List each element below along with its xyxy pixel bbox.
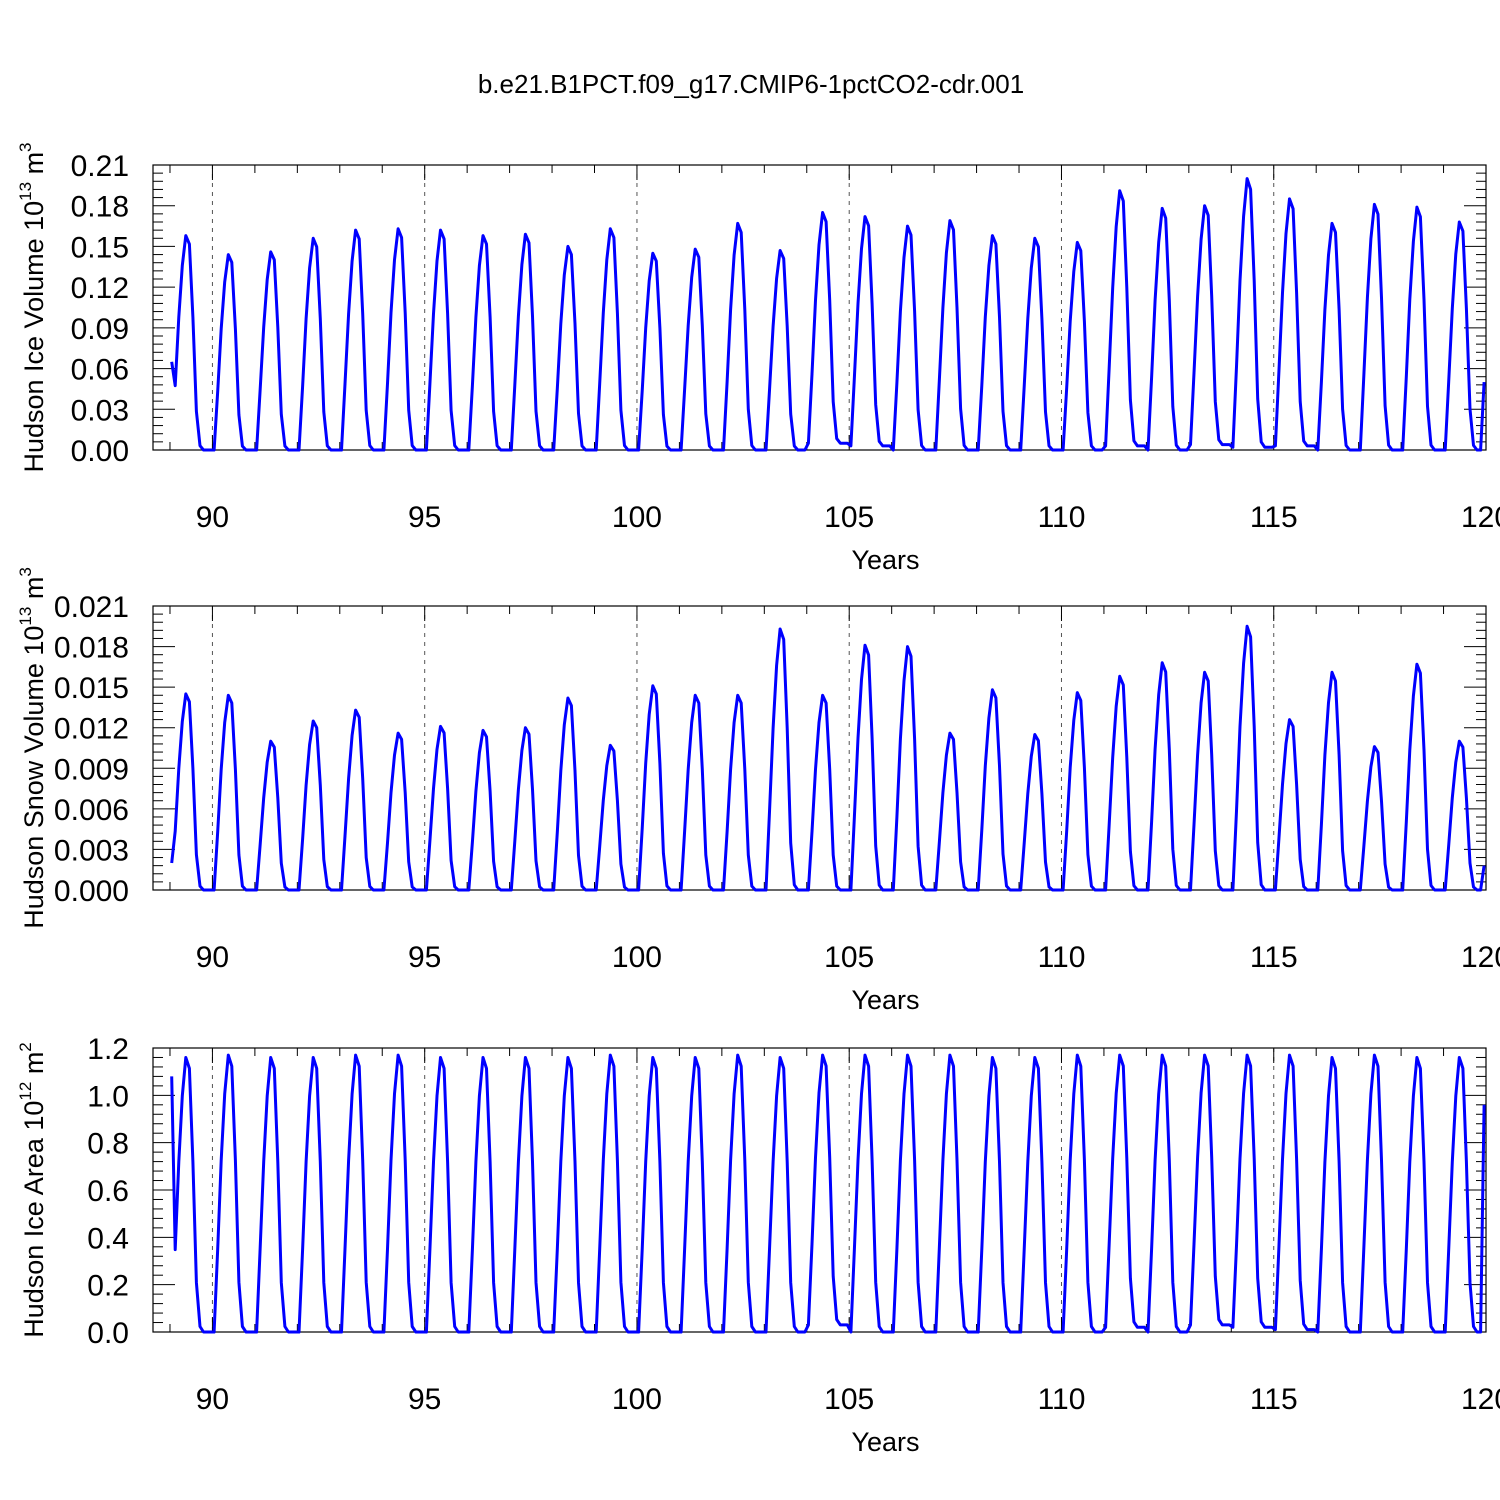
y-tick-label: 0.15	[71, 231, 129, 264]
plot-frame	[152, 164, 1487, 451]
y-tick-label: 0.2	[87, 1270, 129, 1303]
y-tick-label: 0.12	[71, 272, 129, 305]
y-tick-label: 0.18	[71, 191, 129, 224]
y-tick-label: 1.2	[87, 1033, 129, 1066]
y-tick-label: 0.000	[54, 875, 129, 908]
y-axis-title: Hudson Snow Volume 1013 m3	[16, 567, 49, 929]
panel-3: 0.0 0.2 0.4 0.6 0.8 1.0 1.2 90 95 100 105 110 115 120…	[16, 1033, 1500, 1457]
panel-1: 0.00 0.03 0.06 0.09 0.12 0.15 0.18 0.21 90 95 100 1…	[16, 142, 1500, 575]
series-line	[170, 177, 1486, 452]
x-tick-label: 115	[1250, 941, 1298, 974]
y-tick-label: 0.00	[71, 435, 129, 468]
x-tick-label: 115	[1250, 501, 1298, 534]
y-axis-title: Hudson Ice Area 1012 m2	[16, 1042, 49, 1338]
x-tick-label: 115	[1250, 1383, 1298, 1416]
x-tick-label: 100	[612, 1383, 662, 1416]
y-axis-title: Hudson Ice Volume 1013 m3	[16, 142, 49, 472]
x-tick-label: 90	[196, 1383, 229, 1416]
y-tick-label: 0.4	[87, 1222, 129, 1255]
x-tick-label: 100	[612, 941, 662, 974]
x-tick-label: 95	[408, 501, 441, 534]
x-tick-label: 105	[824, 1383, 874, 1416]
x-tick-label: 90	[196, 501, 229, 534]
x-tick-label: 120	[1461, 941, 1500, 974]
y-tick-label: 0.03	[71, 394, 129, 427]
y-tick-label: 0.012	[54, 713, 129, 746]
x-tick-label: 95	[408, 941, 441, 974]
x-tick-label: 120	[1461, 1383, 1500, 1416]
x-tick-label: 105	[824, 941, 874, 974]
y-tick-label: 0.021	[54, 591, 129, 624]
y-tick-label: 0.8	[87, 1128, 129, 1161]
series-line	[170, 1053, 1486, 1334]
x-tick-label: 110	[1038, 501, 1086, 534]
y-tick-label: 0.015	[54, 672, 129, 705]
y-tick-label: 1.0	[87, 1080, 129, 1113]
y-tick-label: 0.21	[71, 150, 129, 183]
y-tick-label: 0.06	[71, 354, 129, 387]
x-tick-label: 110	[1038, 941, 1086, 974]
figure-title: b.e21.B1PCT.f09_g17.CMIP6-1pctCO2-cdr.00…	[478, 69, 1024, 99]
panels: 0.00 0.03 0.06 0.09 0.12 0.15 0.18 0.21 90 95 100 1…	[16, 142, 1500, 1457]
plot-frame	[152, 605, 1487, 891]
x-axis-title: Years	[851, 545, 919, 575]
x-tick-label: 110	[1038, 1383, 1086, 1416]
panel-2: 0.000 0.003 0.006 0.009 0.012 0.015 0.018 0.021…	[16, 567, 1500, 1015]
y-tick-label: 0.018	[54, 632, 129, 665]
x-tick-label: 120	[1461, 501, 1500, 534]
x-axis-title: Years	[851, 1427, 919, 1457]
x-tick-label: 90	[196, 941, 229, 974]
y-tick-label: 0.0	[87, 1317, 129, 1350]
x-tick-label: 100	[612, 501, 662, 534]
y-tick-label: 0.003	[54, 834, 129, 867]
y-tick-label: 0.09	[71, 313, 129, 346]
x-tick-label: 95	[408, 1383, 441, 1416]
y-tick-label: 0.009	[54, 753, 129, 786]
y-tick-label: 0.006	[54, 794, 129, 827]
x-tick-label: 105	[824, 501, 874, 534]
x-axis-title: Years	[851, 985, 919, 1015]
y-tick-label: 0.6	[87, 1175, 129, 1208]
series-line	[170, 624, 1486, 892]
